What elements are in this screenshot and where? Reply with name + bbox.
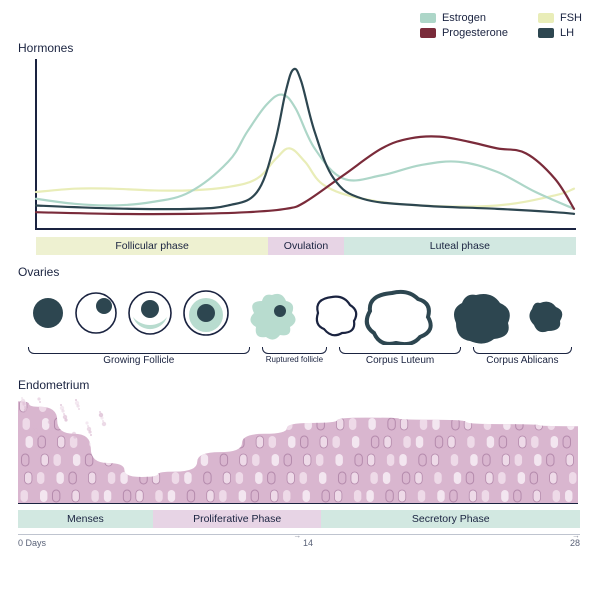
legend-label: LH [560, 27, 574, 39]
ovaries-row [18, 287, 582, 345]
endometrium-chart [18, 396, 582, 506]
phase-segment: Menses [18, 510, 153, 528]
phase-segment: Ovulation [268, 237, 344, 255]
ovary-group: Corpus Ablicans [467, 347, 578, 366]
ovary-group: Corpus Luteum [333, 347, 466, 366]
section-title-ovaries: Ovaries [18, 265, 582, 279]
legend: Estrogen Progesterone FSH LH [18, 12, 582, 39]
legend-item-progesterone: Progesterone [420, 27, 508, 39]
legend-item-estrogen: Estrogen [420, 12, 508, 24]
phase-segment: Follicular phase [36, 237, 268, 255]
timeline: 0 Days → 14 → 28 [18, 534, 580, 548]
endometrium-phase-bar: MensesProliferative PhaseSecretory Phase [18, 510, 580, 528]
section-title-hormones: Hormones [18, 41, 582, 55]
timeline-mid: 14 [303, 538, 313, 548]
legend-label: Estrogen [442, 12, 486, 24]
legend-label: Progesterone [442, 27, 508, 39]
ovary-group-labels: Growing FollicleRuptured follicleCorpus … [22, 347, 578, 366]
legend-item-lh: LH [538, 27, 582, 39]
timeline-start: 0 Days [18, 538, 46, 548]
section-title-endometrium: Endometrium [18, 378, 582, 392]
legend-label: FSH [560, 12, 582, 24]
hormone-chart [18, 57, 582, 237]
ovary-group: Growing Follicle [22, 347, 256, 366]
phase-segment: Secretory Phase [321, 510, 580, 528]
phase-segment: Luteal phase [344, 237, 576, 255]
legend-item-fsh: FSH [538, 12, 582, 24]
hormone-phase-bar: Follicular phaseOvulationLuteal phase [36, 237, 576, 255]
phase-segment: Proliferative Phase [153, 510, 322, 528]
ovary-group: Ruptured follicle [256, 347, 334, 366]
